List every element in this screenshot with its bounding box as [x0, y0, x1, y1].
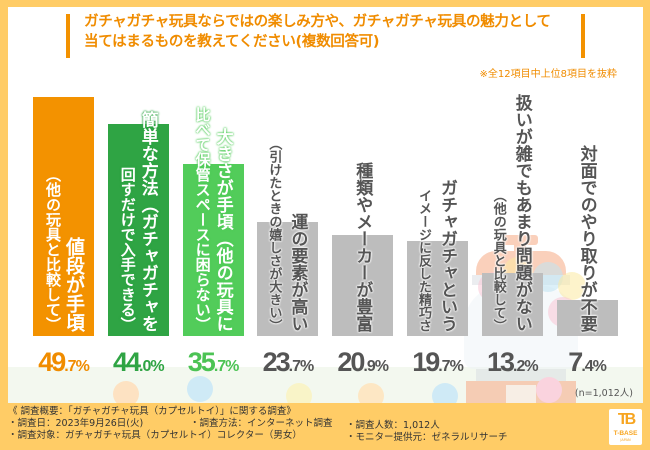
- bar-3: 大きさが手頃（他の玩具に 比べて保管スペースに困らない）: [182, 107, 244, 336]
- floor-ball-orange: [358, 383, 384, 403]
- bar-label-sub: 回すだけで入手できる）: [118, 166, 137, 332]
- value-decimal: .7%: [64, 358, 90, 375]
- bar-8: 対面でのやり取りが不要: [556, 145, 618, 336]
- value-integer: 49: [38, 347, 66, 377]
- bar-value-label: 20.9%: [325, 347, 400, 378]
- floor-ball-orange: [113, 381, 139, 403]
- title-bar-left: [66, 14, 70, 58]
- bar-label-main: 大きさが手頃（他の玩具に: [212, 127, 233, 332]
- bar-label-main: 簡単な方法（ガチャガチャを: [137, 110, 158, 332]
- bar-6: ガチャガチャという イメージに反した精巧さ: [407, 179, 468, 336]
- value-decimal: .0%: [139, 358, 165, 375]
- floor-ball-pink: [536, 377, 562, 403]
- value-integer: 13: [486, 347, 515, 377]
- survey-target: ・調査対象：ガチャガチャ玩具（カプセルトイ）コレクター（男女）: [8, 430, 302, 441]
- value-decimal: .7%: [438, 358, 464, 375]
- capsule-ball: [558, 272, 586, 300]
- survey-method: ・調査方法：インターネット調査: [190, 418, 333, 429]
- bar-value-label: 49.7%: [26, 347, 101, 378]
- bar-label-main: 扱いが雑でもあまり問題がない: [511, 93, 532, 332]
- bar-label-main: ガチャガチャという: [437, 178, 457, 332]
- bar-label-sub: 比べて保管スペースに困らない）: [193, 106, 212, 332]
- bar-label-sub: イメージに反した精巧さ: [416, 188, 431, 332]
- bar-label-main: 対面でのやり取りが不要: [576, 144, 597, 332]
- bar-value-label: 13.2%: [475, 347, 550, 378]
- bar-value-label: 35.7%: [176, 347, 251, 378]
- floor-ball-blue: [432, 383, 458, 403]
- survey-date: ・調査日：2023年9月26日(火): [8, 418, 144, 429]
- bar-5: 種類やメーカーが豊富: [332, 162, 394, 336]
- chart-note: ※全12項目中上位8項目を抜粋: [479, 69, 617, 80]
- bar-2: 簡単な方法（ガチャガチャを 回すだけで入手できる）: [107, 111, 169, 336]
- bar-value-label: 23.7%: [250, 347, 325, 378]
- bar-1: 値段が手頃 （他の玩具と比較して）: [33, 96, 94, 336]
- value-integer: 44: [112, 347, 141, 377]
- survey-summary-title: 《 調査概要：「ガチャガチャ玩具（カプセルトイ）」に関する調査》: [8, 406, 296, 417]
- t-base-logo: TB T-BASE JAPAN: [609, 409, 642, 445]
- bar-value-label: 19.7%: [400, 347, 475, 378]
- survey-provider: ・モニター提供元：ゼネラルリサーチ: [346, 432, 508, 443]
- bar-label-sub: （他の玩具と比較して）: [490, 188, 506, 332]
- floor-ball-blue: [187, 376, 213, 402]
- bar-7: 扱いが雑でもあまり問題がない （他の玩具と比較して）: [481, 94, 543, 336]
- value-integer: 23: [262, 347, 291, 377]
- logo-mark: TB: [617, 411, 636, 428]
- bar-value-label: 7.4%: [550, 347, 625, 378]
- value-decimal: .9%: [363, 358, 389, 375]
- title-bar-right: [581, 14, 585, 58]
- logo-text: T-BASE: [613, 430, 638, 437]
- logo-subtext: JAPAN: [620, 438, 631, 442]
- value-decimal: .2%: [513, 358, 539, 375]
- floor-ball-yellow: [286, 383, 312, 403]
- value-integer: 35: [187, 347, 216, 377]
- sample-size: (n=1,012人): [574, 388, 633, 399]
- value-integer: 20: [337, 347, 365, 377]
- value-decimal: .7%: [288, 358, 315, 375]
- survey-count: ・調査人数：1,012人: [346, 420, 440, 431]
- bar-value-label: 44.0%: [101, 347, 176, 378]
- value-decimal: .7%: [213, 358, 240, 375]
- value-decimal: .4%: [581, 358, 607, 375]
- value-integer: 19: [412, 347, 440, 377]
- bar-label-sub: （他の玩具と比較して）: [44, 166, 62, 332]
- value-integer: 7: [568, 347, 583, 377]
- bar-label-sub: （引けたときの嬉しさが大きい）: [266, 136, 282, 332]
- bar-label-main: 種類やメーカーが豊富: [352, 161, 373, 332]
- bar-4: 運の要素が高い （引けたときの嬉しさが大きい）: [257, 137, 319, 336]
- chart-panel: ガチャガチャ玩具ならではの楽しみ方や、ガチャガチャ玩具の魅力として 当てはまるも…: [8, 7, 643, 403]
- chart-title: ガチャガチャ玩具ならではの楽しみ方や、ガチャガチャ玩具の魅力として 当てはまるも…: [84, 14, 551, 50]
- bar-label-main: 運の要素が高い: [287, 212, 308, 332]
- bar-label-main: 値段が手頃: [63, 236, 85, 332]
